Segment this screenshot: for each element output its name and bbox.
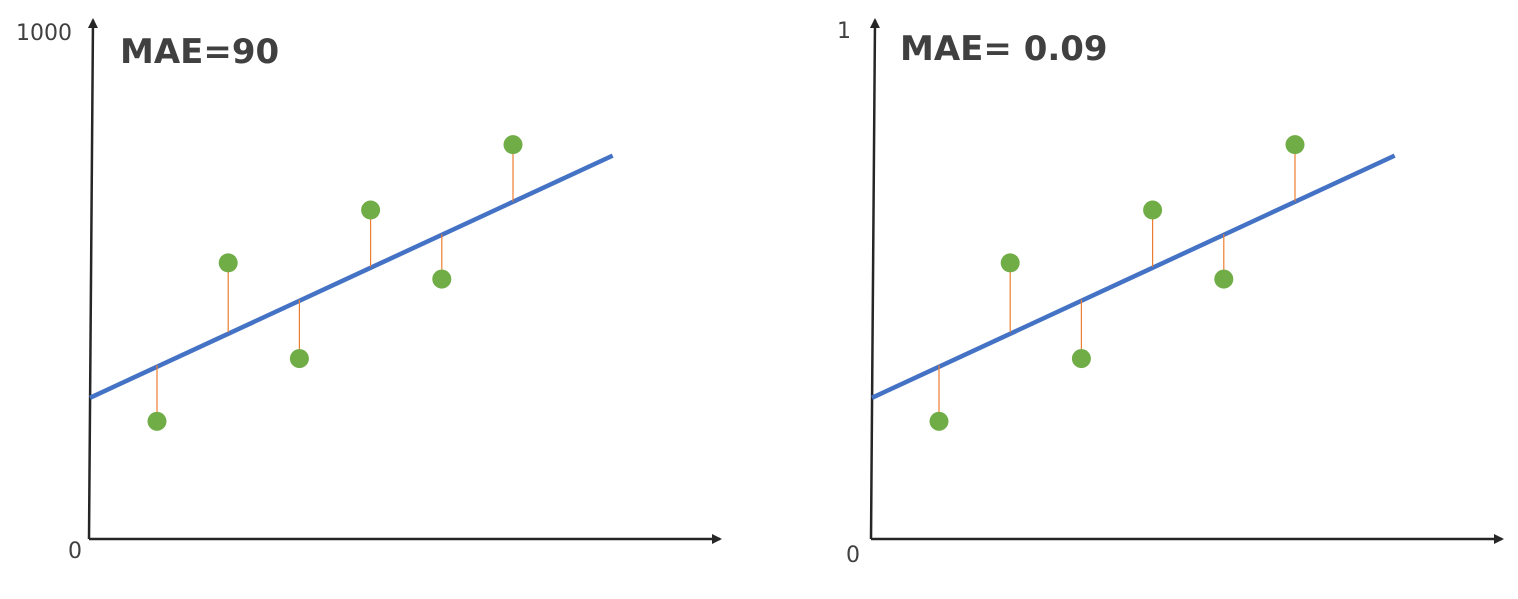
y-axis xyxy=(869,18,880,540)
data-point xyxy=(929,411,949,431)
data-point xyxy=(289,349,309,369)
data-point xyxy=(1214,269,1234,289)
chart-panel-right: MAE= 0.09 1 0 xyxy=(782,0,1518,599)
chart-title: MAE=90 xyxy=(120,32,279,72)
chart-right: MAE= 0.09 1 0 xyxy=(837,18,1504,568)
y-tick-label-bottom: 0 xyxy=(68,539,82,564)
data-point xyxy=(218,253,238,273)
y-axis xyxy=(87,18,98,540)
regression-line xyxy=(871,153,1396,400)
chart-panel-left: MAE=90 1000 0 xyxy=(16,18,722,564)
data-point xyxy=(1143,200,1163,220)
regression-line xyxy=(89,153,614,400)
y-tick-label-top: 1000 xyxy=(16,21,72,46)
chart-title: MAE= 0.09 xyxy=(900,29,1108,69)
y-tick-label-bottom: 0 xyxy=(846,543,860,568)
data-point xyxy=(1071,349,1091,369)
data-point xyxy=(361,200,381,220)
data-point xyxy=(1285,135,1305,155)
data-point xyxy=(432,269,452,289)
data-point xyxy=(147,411,167,431)
data-point xyxy=(1000,253,1020,273)
data-point xyxy=(503,135,523,155)
chart-left: MAE=90 1000 0 xyxy=(16,18,722,564)
y-tick-label-top: 1 xyxy=(837,19,851,44)
